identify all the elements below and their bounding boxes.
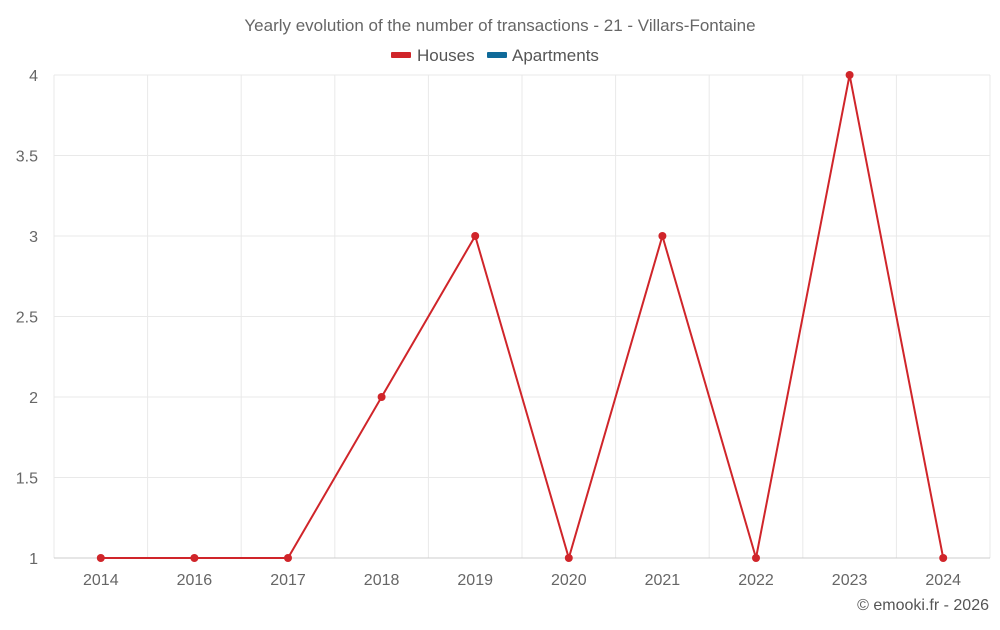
x-tick-label: 2018: [364, 572, 400, 589]
x-tick-label: 2016: [177, 572, 213, 589]
y-tick-label: 1.5: [16, 471, 38, 488]
legend-swatch-houses: [391, 52, 411, 58]
x-tick-label: 2023: [832, 572, 868, 589]
grid-layer: [53, 74, 991, 559]
footer-credit: © emooki.fr - 2026: [857, 597, 989, 614]
legend-item-houses[interactable]: Houses: [391, 46, 475, 65]
y-tick-label: 4: [29, 68, 38, 85]
data-point-houses: [377, 393, 386, 401]
data-point-houses: [752, 554, 760, 562]
x-tick-label: 2019: [457, 572, 493, 589]
data-point-houses: [845, 71, 854, 79]
series-line-houses: [100, 74, 945, 562]
data-point-houses: [564, 554, 573, 562]
data-point-houses: [658, 232, 667, 240]
data-point-houses: [96, 554, 105, 562]
x-tick-label: 2022: [738, 572, 774, 589]
x-tick-label: 2017: [270, 572, 306, 589]
x-tick-label: 2020: [551, 572, 587, 589]
y-tick-label: 3: [29, 229, 38, 246]
data-point-houses: [471, 232, 480, 240]
y-tick-label: 2.5: [16, 310, 38, 327]
legend-item-apartments[interactable]: Apartments: [487, 46, 599, 65]
data-point-houses: [284, 554, 292, 562]
y-tick-label: 2: [29, 390, 38, 407]
legend-label-apartments: Apartments: [512, 46, 599, 65]
y-tick-label: 3.5: [16, 149, 38, 166]
legend-swatch-apartments: [487, 52, 507, 58]
legend-label-houses: Houses: [417, 46, 475, 65]
chart-title: Yearly evolution of the number of transa…: [244, 16, 755, 35]
x-tick-label: 2014: [83, 572, 119, 589]
x-tick-label: 2021: [645, 572, 681, 589]
y-tick-label: 1: [29, 551, 38, 568]
series-layer: [96, 71, 948, 562]
x-tick-label: 2024: [925, 572, 961, 589]
data-point-houses: [190, 554, 199, 562]
legend: Houses Apartments: [391, 46, 599, 65]
data-point-houses: [939, 554, 948, 562]
